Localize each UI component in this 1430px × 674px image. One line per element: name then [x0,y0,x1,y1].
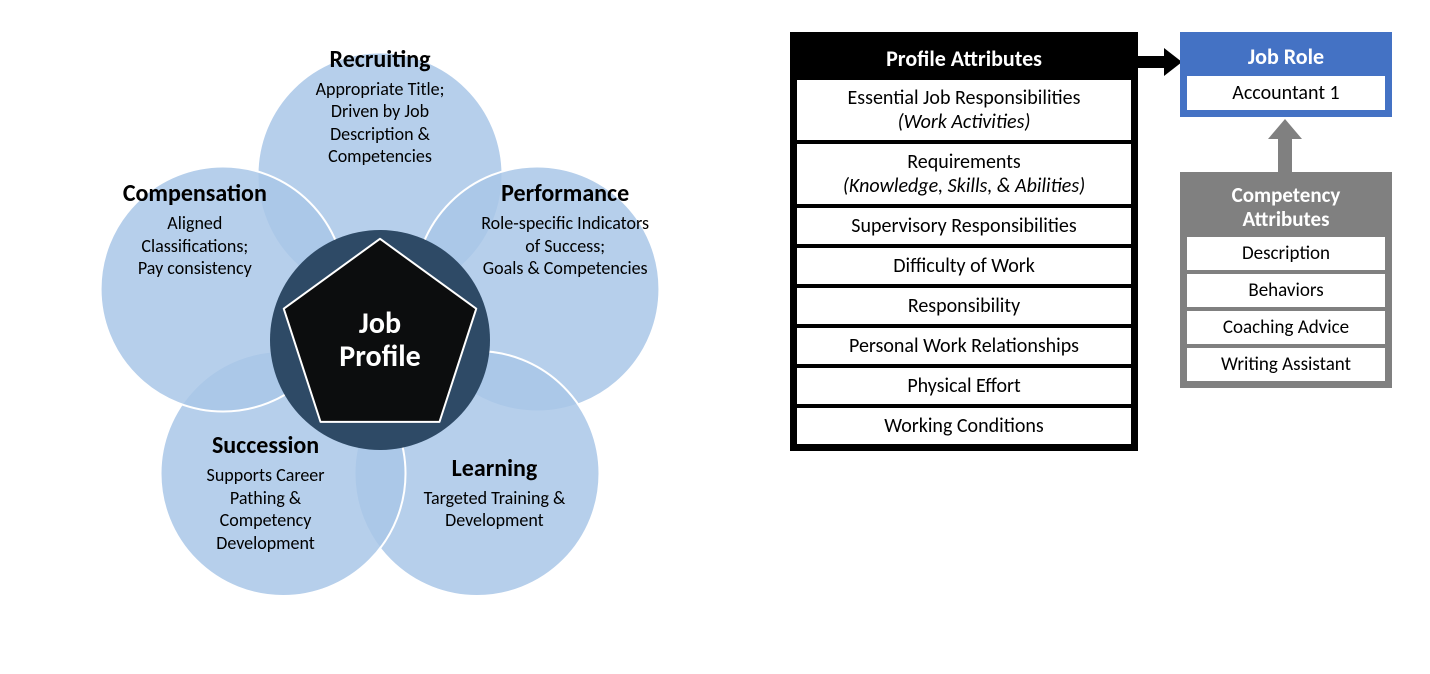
competency-attribute-row: Behaviors [1187,274,1385,311]
venn-petal-title: Performance [501,179,629,208]
arrow-competency-to-role [1270,119,1300,174]
competency-attribute-row: Writing Assistant [1187,348,1385,381]
profile-attribute-row: Responsibility [797,288,1131,328]
profile-attribute-row: Difficulty of Work [797,248,1131,288]
competency-attribute-row: Coaching Advice [1187,311,1385,348]
profile-attribute-row: Requirements(Knowledge, Skills, & Abilit… [797,144,1131,208]
venn-petal-desc: AlignedClassifications;Pay consistency [138,212,252,280]
profile-attributes-header: Profile Attributes [797,39,1131,80]
job-role-box: Job Role Accountant 1 [1180,32,1392,117]
arrow-profile-to-role [1138,50,1183,74]
profile-attributes-box: Profile Attributes Essential Job Respons… [790,32,1138,451]
venn-petal-desc: Targeted Training &Development [424,487,566,532]
venn-petal-desc: Appropriate Title;Driven by JobDescripti… [316,78,445,168]
venn-petal-title: Succession [212,431,319,460]
venn-petal-title: Learning [452,454,538,483]
venn-core: JobProfile [270,230,490,450]
venn-petal-title: Recruiting [330,45,431,74]
job-role-value: Accountant 1 [1187,76,1385,110]
profile-attribute-row: Physical Effort [797,368,1131,408]
profile-attribute-row: Working Conditions [797,408,1131,444]
venn-petal-desc: Role-specific Indicatorsof Success;Goals… [481,212,649,280]
job-role-header: Job Role [1187,39,1385,76]
competency-attribute-row: Description [1187,237,1385,274]
profile-attribute-row: Supervisory Responsibilities [797,208,1131,248]
job-profile-venn: Recruiting Appropriate Title;Driven by Jo… [0,0,750,674]
venn-petal-desc: Supports CareerPathing &CompetencyDevelo… [207,464,325,554]
competency-attributes-box: CompetencyAttributes DescriptionBehavior… [1180,172,1392,388]
venn-petal-title: Compensation [123,179,267,208]
profile-attribute-row: Personal Work Relationships [797,328,1131,368]
venn-core-label: JobProfile [339,307,421,373]
competency-attributes-header: CompetencyAttributes [1187,179,1385,237]
profile-attribute-row: Essential Job Responsibilities(Work Acti… [797,80,1131,144]
